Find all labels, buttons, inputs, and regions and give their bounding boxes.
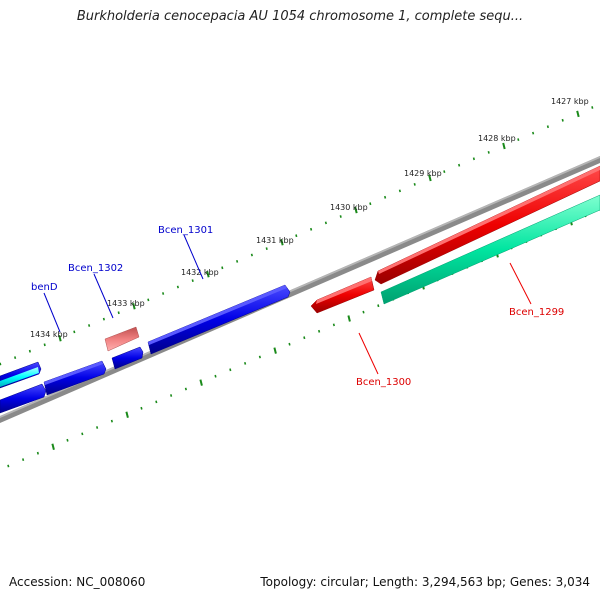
minor-tick: [43, 343, 46, 347]
label-bcen-1302[interactable]: Bcen_1302: [68, 263, 123, 274]
tick-label-1428: 1428 kbp: [478, 134, 516, 143]
major-tick: [347, 315, 351, 322]
minor-tick: [221, 266, 224, 270]
minor-tick: [170, 394, 173, 397]
minor-tick: [295, 234, 298, 238]
minor-tick: [229, 368, 232, 372]
label-bcen-1299[interactable]: Bcen_1299: [509, 307, 564, 318]
minor-tick: [324, 221, 327, 225]
minor-tick: [191, 279, 194, 282]
gene-bcen-1300[interactable]: [310, 276, 375, 314]
major-tick: [354, 206, 358, 214]
minor-tick: [110, 419, 113, 423]
minor-tick: [546, 125, 549, 129]
major-tick: [273, 347, 277, 354]
label-bend[interactable]: benD: [31, 282, 58, 293]
major-tick: [502, 142, 506, 150]
minor-tick: [472, 157, 475, 161]
sequence-backbone: [0, 156, 600, 423]
label-bcen-1300[interactable]: Bcen_1300: [356, 377, 411, 388]
major-tick: [132, 303, 136, 310]
minor-tick: [258, 355, 261, 359]
minor-tick: [517, 138, 520, 141]
minor-tick: [28, 349, 31, 353]
gene-bend[interactable]: [43, 360, 107, 396]
scale-ticks-upper: [0, 106, 594, 366]
tick-label-1427: 1427 kbp: [551, 97, 589, 106]
minor-tick: [591, 106, 594, 109]
tick-label-1433: 1433 kbp: [107, 299, 145, 308]
sequence-summary: Topology: circular; Length: 3,294,563 bp…: [260, 575, 590, 589]
major-tick: [576, 110, 580, 118]
gene-left-edge-upper[interactable]: [0, 361, 42, 389]
gene-labels: Bcen_1299 Bcen_1300 Bcen_1301 Bcen_1302 …: [31, 225, 564, 388]
tick-label-1431: 1431 kbp: [256, 236, 294, 245]
minor-tick: [162, 292, 165, 295]
major-tick: [199, 379, 203, 386]
minor-tick: [413, 183, 416, 186]
minor-tick: [7, 464, 10, 468]
minor-tick: [250, 253, 253, 257]
major-tick: [428, 174, 432, 182]
minor-tick: [303, 336, 306, 340]
minor-tick: [184, 387, 187, 391]
label-leader-lines: [43, 234, 532, 375]
minor-tick: [236, 260, 239, 263]
gene-left-edge-lower[interactable]: [0, 383, 47, 414]
minor-tick: [458, 163, 461, 167]
sequence-title: Burkholderia cenocepacia AU 1054 chromos…: [76, 9, 524, 24]
minor-tick: [384, 195, 387, 199]
minor-tick: [443, 170, 446, 173]
minor-tick: [176, 285, 179, 289]
minor-tick: [96, 426, 99, 429]
minor-tick: [265, 247, 268, 250]
minor-tick: [214, 374, 217, 378]
minor-tick: [398, 189, 401, 193]
gene-bcen-1302[interactable]: [104, 326, 140, 352]
minor-tick: [81, 432, 84, 436]
gene-blue-small[interactable]: [111, 346, 144, 370]
minor-tick: [532, 131, 535, 135]
minor-tick: [288, 342, 291, 346]
label-bcen-1301[interactable]: Bcen_1301: [158, 225, 213, 236]
minor-tick: [318, 329, 321, 333]
minor-tick: [369, 202, 372, 206]
minor-tick: [310, 227, 313, 231]
minor-tick: [36, 451, 39, 455]
major-tick: [58, 335, 62, 342]
minor-tick: [147, 298, 150, 302]
minor-tick: [22, 458, 25, 461]
minor-tick: [561, 118, 564, 122]
tick-label-1429: 1429 kbp: [404, 169, 442, 178]
major-tick: [51, 443, 55, 451]
gene-bcen-1301[interactable]: [147, 284, 291, 355]
minor-tick: [487, 151, 490, 154]
major-tick: [280, 238, 284, 246]
accession-text: Accession: NC_008060: [9, 575, 146, 589]
feature-band-green[interactable]: [380, 194, 600, 305]
minor-tick: [332, 323, 335, 327]
major-tick: [206, 270, 210, 278]
minor-tick: [88, 324, 91, 327]
minor-tick: [73, 330, 76, 334]
tick-label-1434: 1434 kbp: [30, 330, 68, 339]
minor-tick: [102, 317, 105, 321]
minor-tick: [377, 304, 380, 308]
minor-tick: [14, 356, 17, 359]
minor-tick: [339, 215, 342, 218]
minor-tick: [155, 400, 158, 404]
minor-tick: [117, 311, 120, 315]
minor-tick: [244, 362, 247, 365]
minor-tick: [66, 438, 69, 442]
minor-tick: [0, 362, 2, 366]
minor-tick: [362, 310, 365, 314]
minor-tick: [140, 406, 143, 410]
gene-bcen-1299[interactable]: [374, 165, 600, 285]
major-tick: [125, 411, 129, 418]
tick-label-1430: 1430 kbp: [330, 203, 368, 212]
